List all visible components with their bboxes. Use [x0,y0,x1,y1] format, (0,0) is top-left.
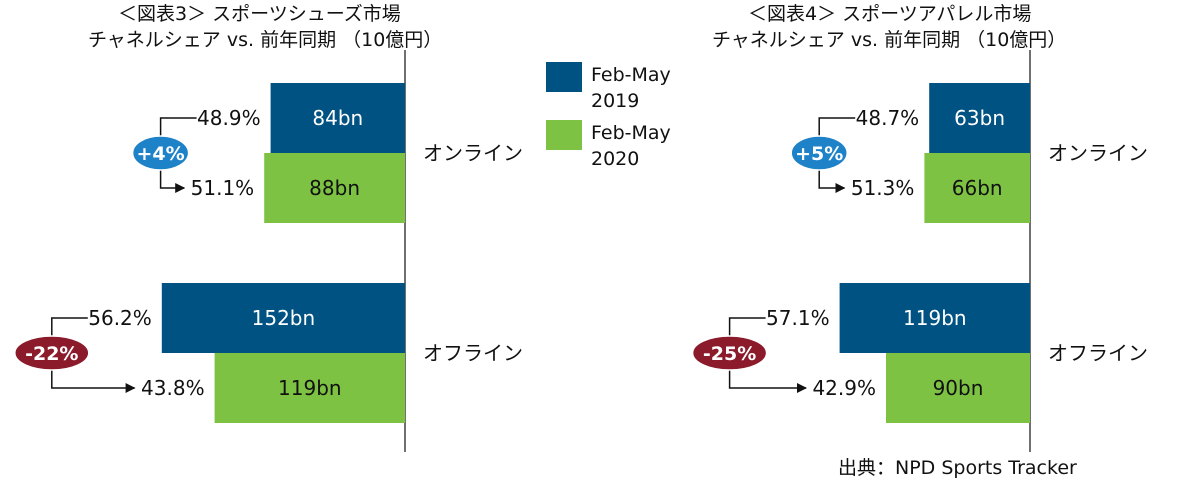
chart4-change-label-1: -25% [703,343,756,365]
chart3-bar-2020-1 [214,353,405,423]
chart4-bar-2019-1 [839,283,1030,353]
chart4-category-label-1: オフライン [1048,341,1148,365]
chart4-change-label-0: +5% [795,143,843,165]
chart3-title: ＜図表3＞ スポーツシューズ市場 [118,3,401,25]
chart4-value-label-2020-0: 66bn [952,176,1003,200]
chart3-change-label-1: -22% [25,343,78,365]
chart4-bar-2020-1 [886,353,1030,423]
chart4-category-label-0: オンライン [1048,141,1148,165]
legend-item-2020: Feb-May 2020 [546,120,766,176]
chart3-change-label-0: +4% [137,143,185,165]
chart4-subtitle: チャネルシェア vs. 前年同期 （10億円） [712,29,1067,51]
chart3-value-label-2020-0: 88bn [309,176,360,200]
legend-swatch-2019 [546,62,582,92]
legend-swatch-2020 [546,120,582,150]
chart4-bar-2020-0 [924,153,1030,223]
chart3-value-label-2019-0: 84bn [312,106,363,130]
chart3-category-label-1: オフライン [423,341,523,365]
chart4-bar-2019-0 [929,83,1030,153]
legend-label-2019: Feb-May 2019 [591,64,671,112]
chart3-share-2020-0: 51.1% [191,176,255,200]
legend-item-2019: Feb-May 2019 [546,62,766,118]
chart3-value-label-2020-1: 119bn [278,376,342,400]
source-note: 出典：NPD Sports Tracker [838,457,1077,479]
chart4-title: ＜図表4＞ スポーツアパレル市場 [748,3,1032,25]
chart3-bar-2019-0 [270,83,405,153]
chart4-value-label-2019-1: 119bn [903,306,967,330]
chart3-change-badge-1 [14,335,90,371]
chart3-share-2020-1: 43.8% [141,376,205,400]
chart4-share-2019-1: 57.1% [766,306,830,330]
legend-label-2020: Feb-May 2020 [591,122,671,170]
chart4-change-badge-1 [691,335,768,371]
chart3-category-label-0: オンライン [423,141,523,165]
chart3-share-2019-1: 56.2% [88,306,152,330]
chart4-value-label-2019-0: 63bn [954,106,1005,130]
chart3-bar-2020-0 [264,153,405,223]
chart3-share-2019-0: 48.9% [197,106,261,130]
chart4-share-2020-1: 42.9% [812,376,876,400]
chart4-change-badge-0 [790,135,848,171]
chart3-change-badge-0 [131,135,190,171]
chart3-value-label-2019-1: 152bn [252,306,316,330]
chart3-subtitle: チャネルシェア vs. 前年同期 （10億円） [88,29,443,51]
chart3-bar-2019-1 [161,283,405,353]
chart4-share-2019-0: 48.7% [856,106,920,130]
chart4-share-2020-0: 51.3% [851,176,915,200]
chart4-value-label-2020-1: 90bn [933,376,984,400]
